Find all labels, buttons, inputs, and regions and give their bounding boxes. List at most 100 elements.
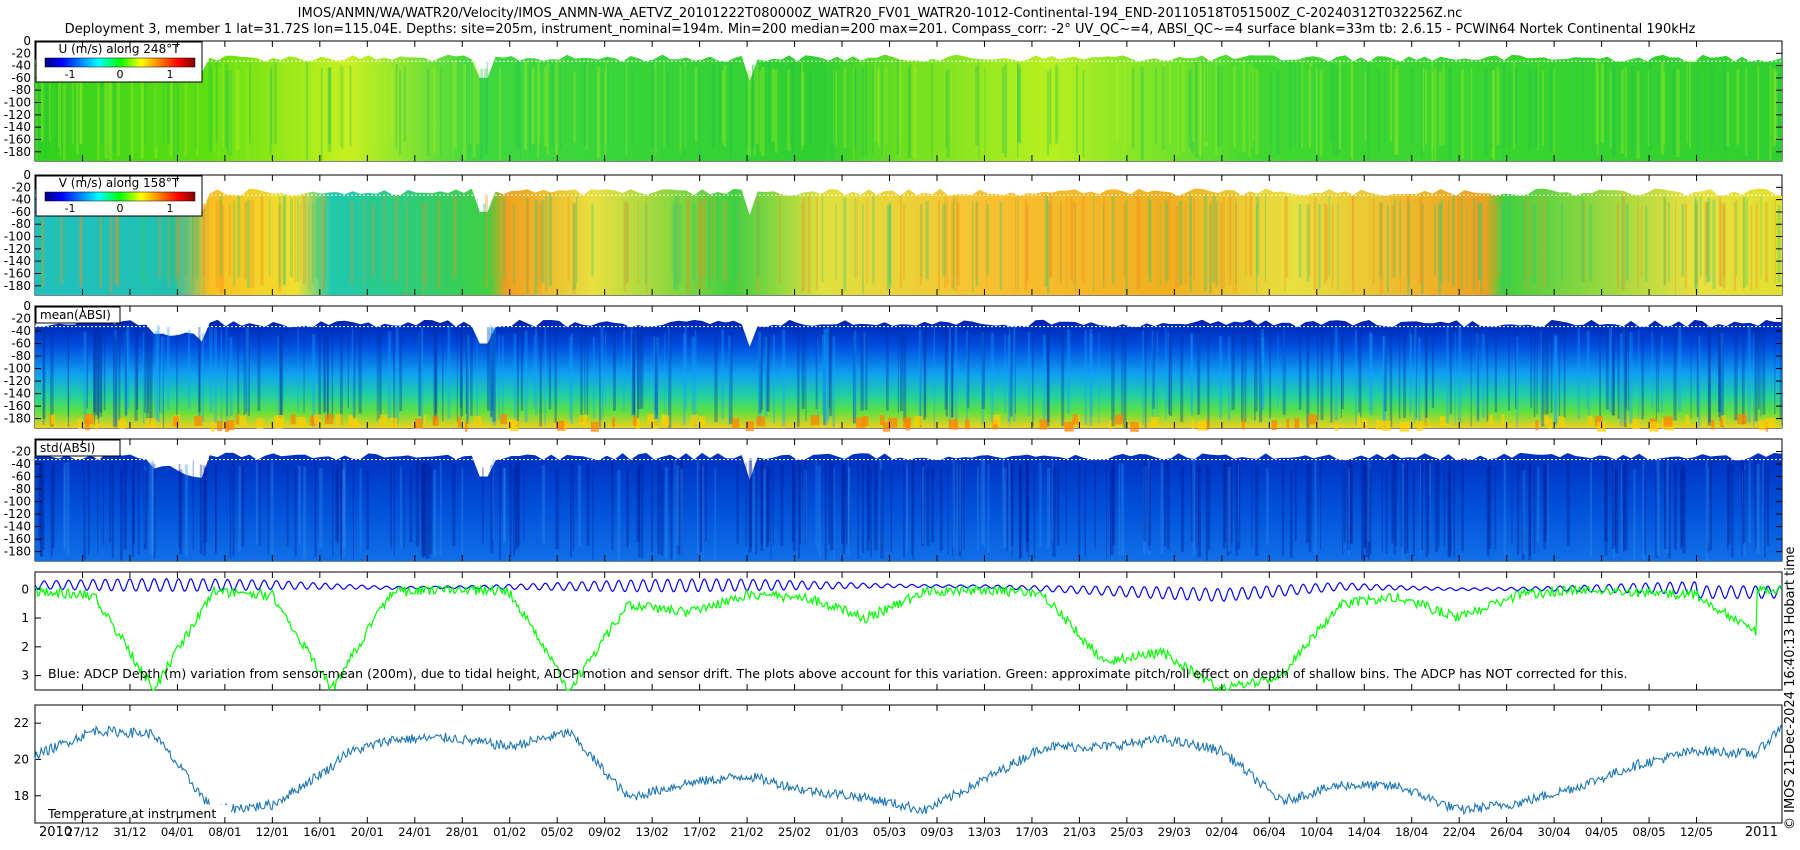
y-tick-label: 20 xyxy=(14,752,29,766)
heatmap-streak xyxy=(983,460,985,549)
heatmap-streak xyxy=(1748,458,1751,543)
heatmap-streak xyxy=(1563,327,1566,418)
heatmap-streak xyxy=(1521,200,1525,282)
heatmap-streak xyxy=(114,329,117,426)
heatmap-streak xyxy=(861,464,864,553)
heatmap-streak xyxy=(312,334,316,427)
heatmap-streak xyxy=(469,68,471,158)
absi-hot-spot xyxy=(690,414,698,425)
heatmap-streak xyxy=(1192,458,1196,557)
heatmap-streak xyxy=(1024,198,1028,292)
heatmap-streak xyxy=(605,61,607,146)
absi-hot-spot xyxy=(948,419,956,430)
heatmap-streak xyxy=(586,325,589,424)
heatmap-streak xyxy=(1533,334,1536,417)
heatmap-streak xyxy=(167,326,170,410)
heatmap-streak xyxy=(541,200,545,284)
heatmap-streak xyxy=(136,329,139,410)
heatmap-streak xyxy=(654,335,658,426)
heatmap-streak xyxy=(1425,70,1428,145)
heatmap-streak xyxy=(183,64,188,156)
heatmap-streak xyxy=(567,194,570,281)
heatmap-streak xyxy=(1760,195,1762,280)
heatmap-streak xyxy=(1188,70,1192,148)
heatmap-streak xyxy=(520,70,522,161)
heatmap-streak xyxy=(1446,325,1449,424)
absi-hot-spot xyxy=(965,419,970,430)
heatmap-streak xyxy=(243,201,247,280)
heatmap-streak xyxy=(782,329,786,427)
heatmap-streak xyxy=(1314,458,1317,555)
heatmap-streak xyxy=(476,67,480,145)
heatmap-streak xyxy=(767,335,770,412)
x-tick-label: 31/12 xyxy=(113,825,146,839)
heatmap-body-U xyxy=(35,54,1782,161)
heatmap-streak xyxy=(947,466,949,554)
heatmap-streak xyxy=(1298,333,1302,410)
heatmap-streak xyxy=(1195,62,1199,158)
heatmap-streak xyxy=(821,193,824,283)
heatmap-streak xyxy=(896,59,899,155)
heatmap-streak xyxy=(903,335,907,422)
heatmap-streak xyxy=(1718,325,1722,412)
heatmap-streak xyxy=(686,197,691,293)
heatmap-streak xyxy=(592,467,594,561)
heatmap-streak xyxy=(148,335,151,426)
heatmap-streak xyxy=(1316,67,1318,160)
heatmap-streak xyxy=(835,71,838,146)
heatmap-streak xyxy=(1111,331,1115,427)
heatmap-streak xyxy=(147,332,149,414)
heatmap-streak xyxy=(684,61,686,150)
heatmap-streak xyxy=(758,330,762,413)
heatmap-streak xyxy=(40,196,44,290)
heatmap-streak xyxy=(1294,463,1297,542)
heatmap-streak xyxy=(888,204,892,288)
heatmap-streak xyxy=(484,68,488,155)
heatmap-streak xyxy=(753,68,756,156)
heatmap-streak xyxy=(1750,205,1753,291)
heatmap-streak xyxy=(456,331,458,422)
heatmap-streak xyxy=(312,195,314,278)
y-tick-label: -100 xyxy=(4,230,31,244)
heatmap-streak xyxy=(718,62,722,145)
heatmap-streak xyxy=(1418,337,1421,426)
heatmap-streak xyxy=(1754,325,1758,422)
absi-hot-spot xyxy=(1308,414,1318,425)
heatmap-streak xyxy=(142,202,146,290)
y-tick-label: -140 xyxy=(4,520,31,534)
heatmap-streak xyxy=(214,328,218,423)
heatmap-streak xyxy=(1511,462,1513,544)
heatmap-streak xyxy=(544,325,546,426)
heatmap-streak xyxy=(981,331,985,425)
title-line-1: IMOS/ANMN/WA/WATR20/Velocity/IMOS_ANMN-W… xyxy=(297,6,1463,21)
heatmap-streak xyxy=(1255,204,1258,293)
heatmap-streak xyxy=(422,202,424,295)
heatmap-streak xyxy=(1560,201,1564,282)
heatmap-streak xyxy=(599,334,601,428)
heatmap-streak xyxy=(1121,328,1123,421)
heatmap-streak xyxy=(570,463,573,558)
heatmap-streak xyxy=(1635,68,1637,148)
heatmap-streak xyxy=(175,197,178,280)
heatmap-streak xyxy=(1277,332,1279,411)
heatmap-streak xyxy=(1444,194,1446,281)
heatmap-streak xyxy=(646,196,648,293)
heatmap-streak xyxy=(1189,204,1192,275)
heatmap-streak xyxy=(1128,60,1131,143)
y-tick-label: -160 xyxy=(4,399,31,413)
heatmap-streak xyxy=(899,67,902,143)
heatmap-streak xyxy=(946,69,950,158)
heatmap-streak xyxy=(1123,332,1127,428)
heatmap-streak xyxy=(207,197,209,284)
heatmap-streak xyxy=(865,62,867,157)
y-tick-label: -140 xyxy=(4,120,31,134)
x-tick-label: 30/04 xyxy=(1538,825,1571,839)
absi-hot-spot xyxy=(217,420,223,431)
heatmap-streak xyxy=(1522,470,1526,554)
heatmap-streak xyxy=(154,330,158,420)
absi-hot-spot xyxy=(887,417,898,428)
heatmap-streak xyxy=(1255,331,1258,412)
heatmap-streak xyxy=(632,334,635,416)
heatmap-streak xyxy=(1260,329,1264,411)
heatmap-streak xyxy=(79,204,83,287)
